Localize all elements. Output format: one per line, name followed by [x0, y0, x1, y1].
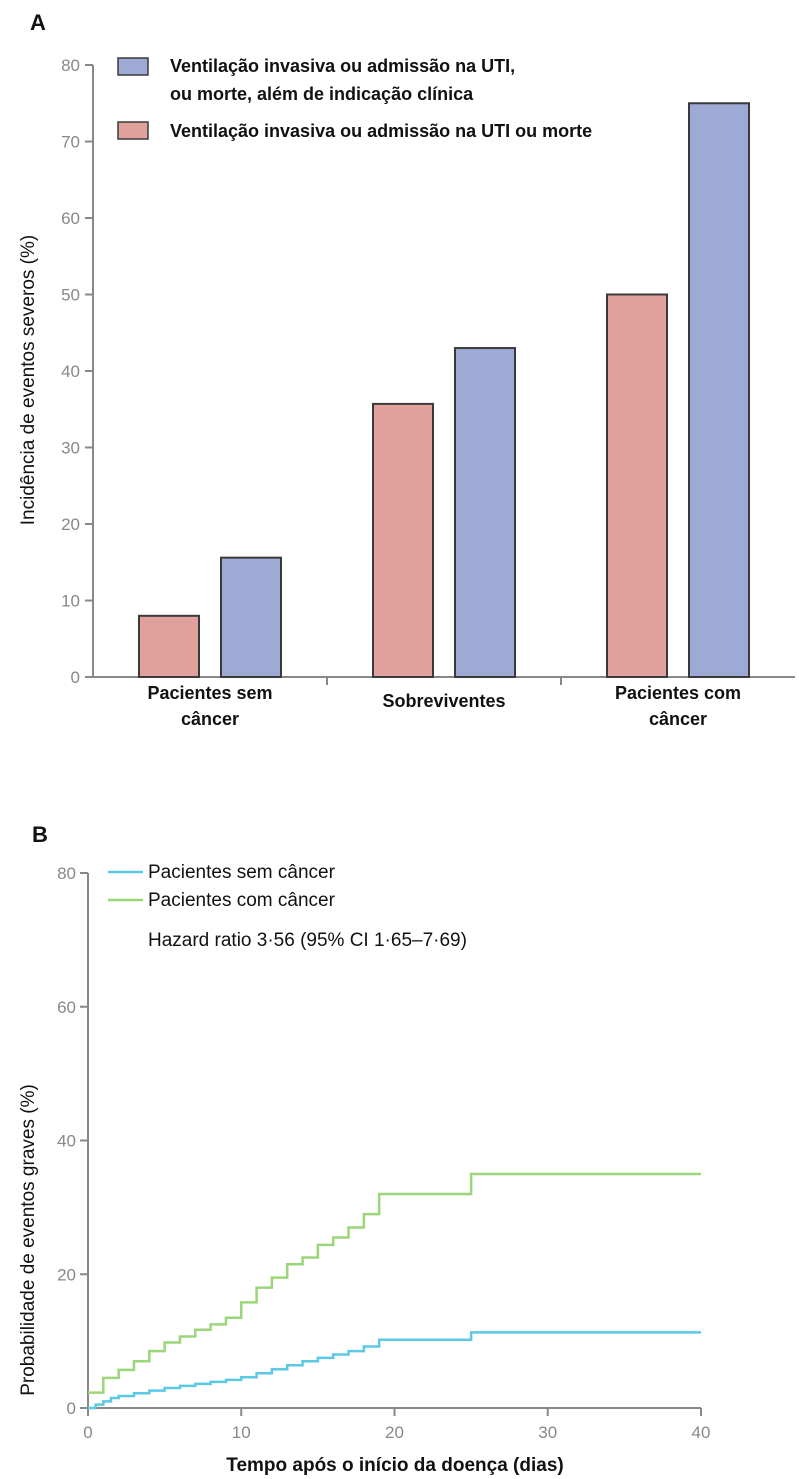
series-line	[88, 1331, 701, 1410]
panel-label-b: B	[32, 822, 48, 847]
legend-label: Ventilação invasiva ou admissão na UTI,	[170, 56, 515, 76]
b-y-tick-label: 20	[57, 1265, 76, 1284]
chart-a: A 0 10 20 30 40 50 60 70 80 Pacientes sem câncer So…	[18, 10, 795, 729]
a-category-label: câncer	[181, 709, 239, 729]
bar	[454, 347, 516, 678]
a-y-tick-label: 60	[61, 209, 80, 228]
bar	[688, 102, 750, 678]
chart-b: B 0 20 40 60 80 0 10 20 30 40 Pacientes sem cânce…	[18, 822, 710, 1476]
bar	[372, 402, 434, 678]
legend-label: ou morte, além de indicação clínica	[170, 84, 474, 104]
a-y-tick-label: 10	[61, 592, 80, 611]
series-line	[88, 1172, 701, 1394]
b-axes: 0 20 40 60 80 0 10 20 30 40	[57, 864, 710, 1442]
a-bars	[138, 102, 750, 678]
a-category-label: Sobreviventes	[382, 691, 505, 711]
b-x-tick-label: 40	[692, 1423, 711, 1442]
b-y-tick-label: 60	[57, 998, 76, 1017]
a-category-label: Pacientes com	[615, 683, 741, 703]
a-axes: 0 10 20 30 40 50 60 70 80 Pacientes sem câncer Sobr…	[61, 56, 795, 729]
b-legend: Pacientes sem câncer Pacientes com câncer	[108, 862, 336, 911]
bar	[606, 293, 668, 678]
legend-swatch	[117, 57, 149, 76]
a-y-tick-label: 70	[61, 133, 80, 152]
legend-label: Ventilação invasiva ou admissão na UTI o…	[170, 121, 592, 141]
b-y-tick-label: 0	[67, 1399, 76, 1418]
hazard-ratio-annotation: Hazard ratio 3·56 (95% CI 1·65–7·69)	[148, 930, 467, 951]
bar	[220, 556, 282, 678]
b-y-tick-label: 40	[57, 1132, 76, 1151]
a-y-tick-label: 30	[61, 439, 80, 458]
a-category-label: Pacientes sem	[147, 683, 272, 703]
a-category-label: câncer	[649, 709, 707, 729]
b-x-tick-label: 20	[385, 1423, 404, 1442]
b-y-tick-label: 80	[57, 864, 76, 883]
a-y-tick-label: 40	[61, 362, 80, 381]
b-x-tick-label: 10	[232, 1423, 251, 1442]
a-legend: Ventilação invasiva ou admissão na UTI, o…	[117, 56, 592, 141]
b-x-axis-label: Tempo após o início da doença (dias)	[226, 1455, 563, 1476]
b-lines	[88, 1172, 701, 1410]
a-y-tick-label: 0	[71, 668, 80, 687]
legend-label: Pacientes sem câncer	[148, 862, 336, 883]
a-y-axis-label: Incidência de eventos severos (%)	[18, 235, 39, 525]
legend-swatch	[117, 121, 149, 140]
a-y-tick-label: 20	[61, 515, 80, 534]
a-y-tick-label: 80	[61, 56, 80, 75]
legend-label: Pacientes com câncer	[148, 890, 336, 911]
a-y-tick-label: 50	[61, 286, 80, 305]
bar	[138, 614, 200, 678]
b-x-tick-label: 0	[83, 1423, 92, 1442]
b-x-tick-label: 30	[538, 1423, 557, 1442]
panel-label-a: A	[30, 10, 46, 35]
b-y-axis-label: Probabilidade de eventos graves (%)	[18, 1084, 39, 1396]
